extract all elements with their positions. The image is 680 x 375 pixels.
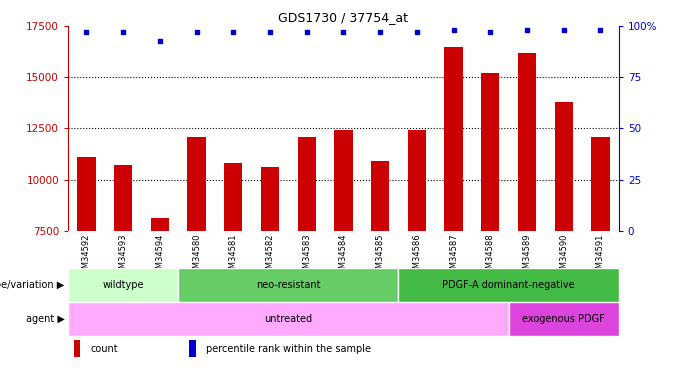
Bar [298, 136, 316, 231]
Bar [261, 167, 279, 231]
Text: GSM34592: GSM34592 [82, 234, 91, 279]
Bar [592, 136, 610, 231]
Bar [189, 340, 196, 357]
Text: GSM34588: GSM34588 [486, 234, 495, 279]
Text: GSM34587: GSM34587 [449, 234, 458, 279]
Text: GSM34589: GSM34589 [522, 234, 532, 279]
Text: GSM34584: GSM34584 [339, 234, 348, 279]
Bar [371, 161, 390, 231]
Text: GSM34585: GSM34585 [375, 234, 385, 279]
Bar [555, 102, 573, 231]
Bar [73, 340, 80, 357]
Text: untreated: untreated [265, 314, 312, 324]
Bar [224, 163, 243, 231]
Title: GDS1730 / 37754_at: GDS1730 / 37754_at [278, 11, 409, 24]
Bar [188, 136, 206, 231]
Bar [178, 268, 398, 302]
Text: percentile rank within the sample: percentile rank within the sample [206, 344, 371, 354]
Bar [408, 130, 426, 231]
Text: PDGF-A dominant-negative: PDGF-A dominant-negative [442, 280, 575, 290]
Text: GSM34586: GSM34586 [412, 234, 422, 279]
Text: GSM34582: GSM34582 [265, 234, 275, 279]
Bar [518, 53, 537, 231]
Bar [481, 73, 500, 231]
Text: genotype/variation ▶: genotype/variation ▶ [0, 280, 65, 290]
Bar [398, 268, 619, 302]
Bar [77, 157, 95, 231]
Bar [68, 302, 509, 336]
Bar [335, 130, 353, 231]
Text: GSM34583: GSM34583 [302, 234, 311, 279]
Text: neo-resistant: neo-resistant [256, 280, 320, 290]
Text: wildtype: wildtype [102, 280, 144, 290]
Text: GSM34590: GSM34590 [559, 234, 568, 279]
Bar [114, 165, 133, 231]
Text: GSM34593: GSM34593 [118, 234, 128, 279]
Text: count: count [90, 344, 118, 354]
Bar [445, 47, 463, 231]
Bar [151, 218, 169, 231]
Text: GSM34580: GSM34580 [192, 234, 201, 279]
Text: exogenous PDGF: exogenous PDGF [522, 314, 605, 324]
Text: agent ▶: agent ▶ [26, 314, 65, 324]
Bar [509, 302, 619, 336]
Text: GSM34594: GSM34594 [155, 234, 165, 279]
Text: GSM34591: GSM34591 [596, 234, 605, 279]
Bar [68, 268, 178, 302]
Text: GSM34581: GSM34581 [228, 234, 238, 279]
